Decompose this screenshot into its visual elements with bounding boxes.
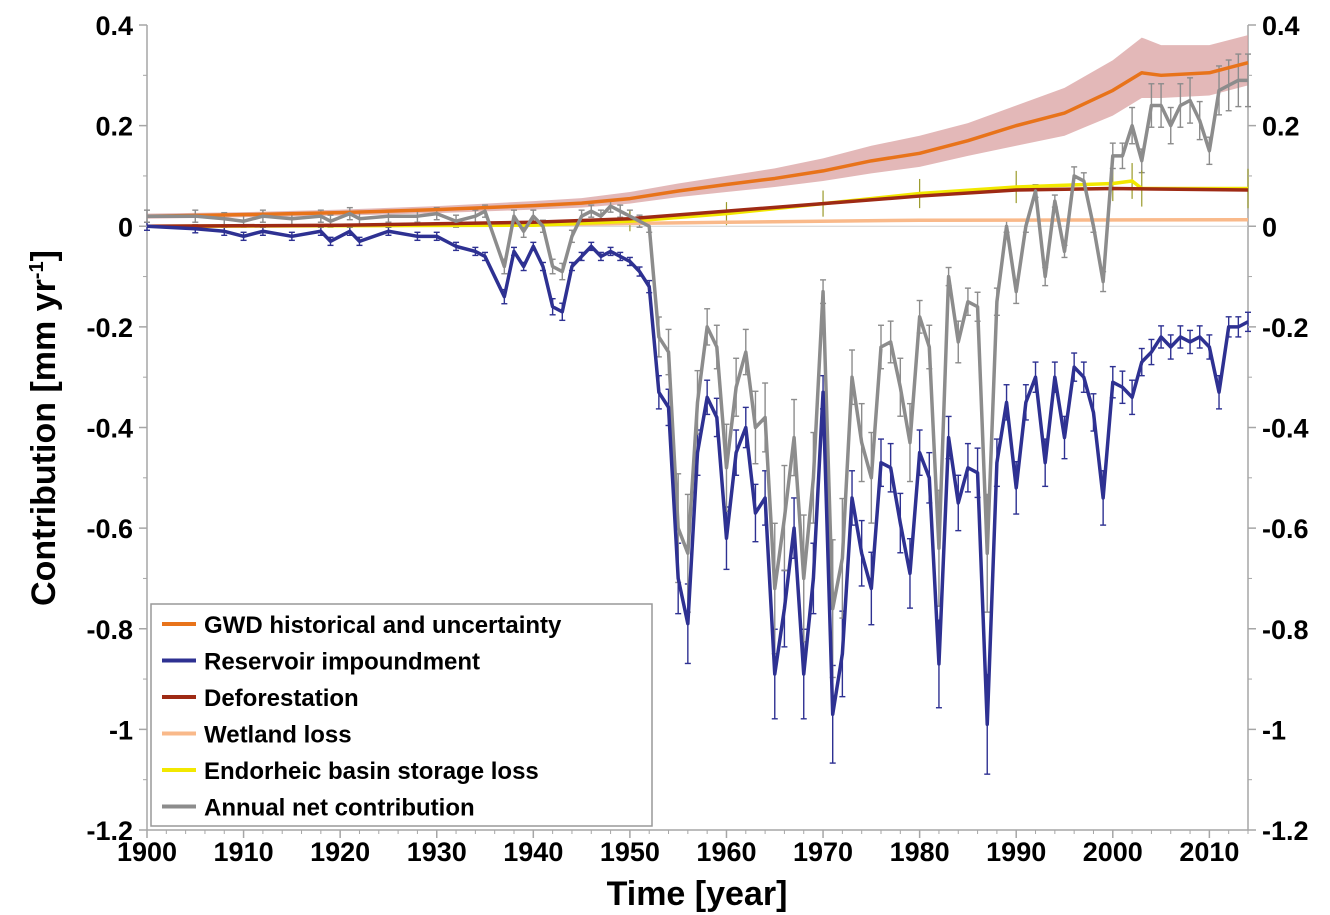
y-tick-label-left: 0.2 bbox=[95, 112, 133, 142]
annual-net-contribution-line bbox=[147, 78, 1248, 611]
reservoir-impoundment-line bbox=[146, 224, 1249, 727]
y-axis-left-ticks: -1.2 -1 -0.8 -0.6 -0.4 -0.2 0 0.2 0.4 bbox=[86, 11, 147, 846]
legend-label-deforestation: Deforestation bbox=[204, 685, 359, 712]
legend-label-reservoir-impoundment: Reservoir impoundment bbox=[204, 649, 480, 676]
x-tick-label: 1990 bbox=[986, 837, 1046, 867]
x-tick-label: 2000 bbox=[1083, 837, 1143, 867]
legend-label-annual-net-contribution: Annual net contribution bbox=[204, 795, 475, 822]
y-tick-label-left: -1.2 bbox=[86, 816, 133, 846]
legend-label-gwd-historical-and-uncertainty: GWD historical and uncertainty bbox=[204, 612, 562, 639]
x-axis-ticks: 1900 1910 1920 1930 1940 1950 1960 1970 1980 1990… bbox=[117, 830, 1249, 867]
y-tick-label-right: -0.4 bbox=[1262, 414, 1309, 444]
y-tick-label-left: -0.4 bbox=[86, 414, 133, 444]
gwd-uncertainty-area bbox=[147, 35, 1248, 219]
deforestation-line bbox=[146, 186, 1249, 228]
x-tick-label: 1900 bbox=[117, 837, 177, 867]
y-tick-label-left: 0.4 bbox=[95, 11, 133, 41]
y-tick-label-right: -0.8 bbox=[1262, 615, 1309, 645]
y-tick-label-right: -0.2 bbox=[1262, 313, 1309, 343]
endorheic-basin-storage-loss-line bbox=[146, 179, 1248, 228]
y-tick-label-right: 0.2 bbox=[1262, 112, 1300, 142]
y-axis-right-ticks: -1.2 -1 -0.8 -0.6 -0.4 -0.2 0 0.2 0.4 bbox=[1248, 11, 1309, 846]
x-tick-label: 1970 bbox=[793, 837, 853, 867]
legend-label-wetland-loss: Wetland loss bbox=[204, 722, 352, 749]
x-tick-label: 2010 bbox=[1179, 837, 1239, 867]
series-lines bbox=[146, 61, 1249, 727]
x-tick-label: 1980 bbox=[890, 837, 950, 867]
gwd-historical-and-uncertainty-line bbox=[146, 61, 1249, 218]
y-tick-label-left: -0.8 bbox=[86, 615, 133, 645]
x-axis-title: Time [year] bbox=[607, 875, 788, 913]
y-tick-label-left: -0.2 bbox=[86, 313, 133, 343]
x-tick-label: 1930 bbox=[407, 837, 467, 867]
gwd-uncertainty-band bbox=[147, 35, 1248, 219]
x-tick-label: 1950 bbox=[600, 837, 660, 867]
y-axis-title: Contribution [mm yr-1] bbox=[25, 250, 63, 606]
y-tick-label-right: -1.2 bbox=[1262, 816, 1309, 846]
x-tick-label: 1920 bbox=[310, 837, 370, 867]
y-tick-label-right: 0 bbox=[1262, 212, 1277, 242]
x-tick-label: 1940 bbox=[503, 837, 563, 867]
y-tick-label-right: -0.6 bbox=[1262, 514, 1309, 544]
x-tick-label: 1960 bbox=[696, 837, 756, 867]
x-tick-label: 1910 bbox=[214, 837, 274, 867]
legend: GWD historical and uncertainty Reservoir … bbox=[150, 603, 653, 827]
legend-box bbox=[150, 603, 653, 827]
y-tick-label-left: -0.6 bbox=[86, 514, 133, 544]
y-tick-label-left: 0 bbox=[118, 212, 133, 242]
y-tick-label-right: -1 bbox=[1262, 715, 1286, 745]
y-tick-label-left: -1 bbox=[109, 715, 133, 745]
legend-label-endorheic-basin-storage-loss: Endorheic basin storage loss bbox=[204, 758, 539, 785]
y-tick-label-right: 0.4 bbox=[1262, 11, 1300, 41]
